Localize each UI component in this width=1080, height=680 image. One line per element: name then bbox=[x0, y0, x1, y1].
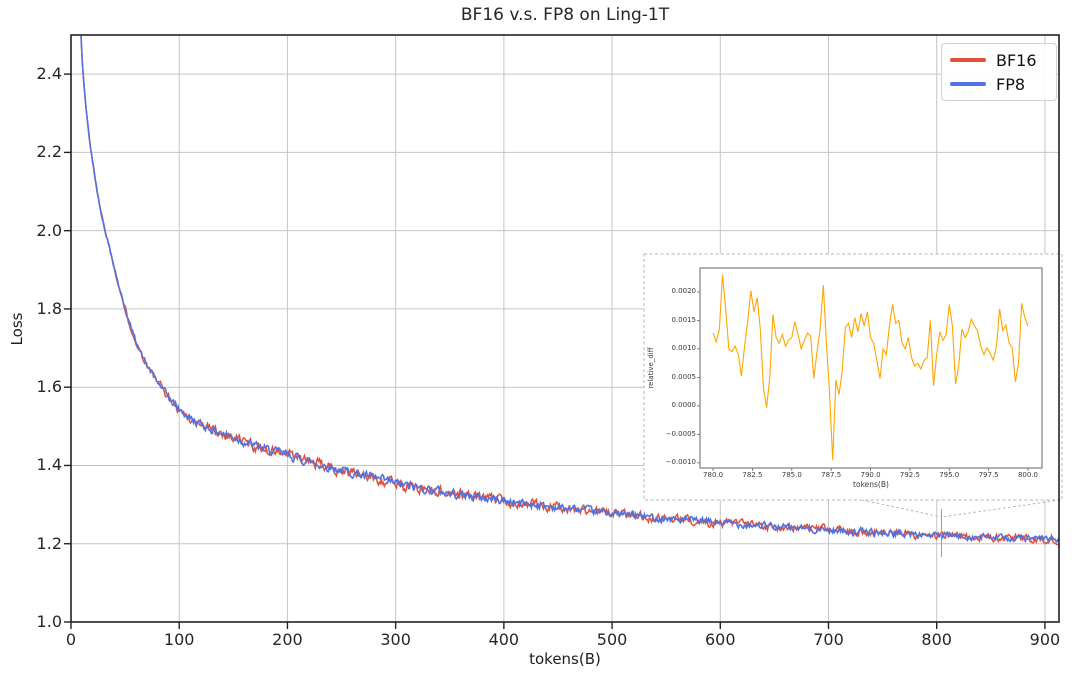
x-tick-label: 700 bbox=[813, 630, 844, 649]
inset-x-tick-label: 797.5 bbox=[978, 471, 999, 479]
inset-y-tick-label: −0.0005 bbox=[665, 429, 696, 438]
fp8-line-swatch bbox=[950, 82, 986, 86]
inset-x-tick-label: 787.5 bbox=[821, 471, 842, 479]
legend-entry-bf16: BF16 bbox=[950, 51, 1048, 70]
x-axis-label: tokens(B) bbox=[529, 650, 601, 668]
inset-x-tick-label: 795.0 bbox=[939, 471, 960, 479]
inset-y-axis-label: relative_diff bbox=[647, 347, 655, 389]
inset-x-tick-label: 800.0 bbox=[1017, 471, 1038, 479]
inset-y-tick-label: 0.0020 bbox=[671, 287, 697, 296]
legend-box: BF16 FP8 bbox=[941, 43, 1057, 101]
fp8-loss-curve bbox=[80, 35, 1059, 544]
x-tick-label: 0 bbox=[65, 630, 77, 649]
y-tick-label: 1.8 bbox=[36, 298, 62, 318]
legend-label-bf16: BF16 bbox=[996, 50, 1037, 70]
x-tick-label: 600 bbox=[705, 630, 736, 649]
inset-y-tick-label: 0.0005 bbox=[671, 372, 697, 381]
inset-axes bbox=[697, 267, 1043, 471]
zoom-indicator bbox=[861, 499, 1061, 557]
y-tick-label: 1.2 bbox=[36, 533, 62, 553]
inset-y-tick-label: 0.0000 bbox=[671, 401, 697, 410]
legend-entry-fp8: FP8 bbox=[950, 75, 1048, 94]
y-tick-label: 1.4 bbox=[36, 455, 62, 475]
legend-label-fp8: FP8 bbox=[996, 74, 1026, 94]
inset-container bbox=[643, 253, 1063, 501]
y-tick-label: 2.2 bbox=[36, 142, 62, 162]
inset-x-tick-label: 792.5 bbox=[899, 471, 920, 479]
x-tick-label: 200 bbox=[272, 630, 303, 649]
main-axes bbox=[64, 34, 1060, 629]
x-tick-label: 800 bbox=[921, 630, 952, 649]
y-tick-label: 1.6 bbox=[36, 377, 62, 397]
x-tick-label: 300 bbox=[380, 630, 411, 649]
x-tick-label: 900 bbox=[1029, 630, 1061, 649]
inset-y-tick-label: 0.0015 bbox=[671, 315, 697, 324]
bf16-line-swatch bbox=[950, 58, 986, 62]
inset-y-tick-label: 0.0010 bbox=[671, 344, 697, 353]
x-tick-label: 400 bbox=[488, 630, 520, 649]
x-tick-label: 500 bbox=[596, 630, 628, 649]
inset-x-axis-label: tokens(B) bbox=[853, 480, 889, 489]
inset-x-tick-label: 782.5 bbox=[742, 471, 763, 479]
relative-diff-curve bbox=[712, 274, 1029, 461]
chart-title: BF16 v.s. FP8 on Ling-1T bbox=[460, 5, 670, 25]
inset-x-tick-label: 780.0 bbox=[703, 471, 724, 479]
inset-x-tick-label: 790.0 bbox=[860, 471, 881, 479]
inset-y-tick-label: −0.0010 bbox=[665, 458, 696, 467]
inset-x-tick-label: 785.0 bbox=[781, 471, 802, 479]
y-tick-label: 2.4 bbox=[36, 64, 62, 84]
y-tick-label: 1.0 bbox=[36, 612, 62, 631]
y-tick-label: 2.0 bbox=[36, 220, 62, 240]
x-tick-label: 100 bbox=[163, 630, 195, 649]
